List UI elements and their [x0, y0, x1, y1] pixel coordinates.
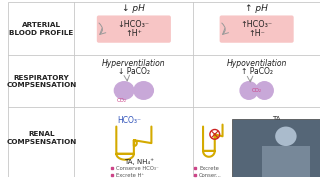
FancyBboxPatch shape — [97, 15, 171, 43]
Ellipse shape — [114, 82, 134, 99]
Text: ↑ pH: ↑ pH — [245, 4, 268, 13]
Text: CO₂: CO₂ — [252, 88, 262, 93]
FancyBboxPatch shape — [220, 15, 294, 43]
Text: ARTERIAL
BLOOD PROFILE: ARTERIAL BLOOD PROFILE — [9, 22, 73, 36]
Text: Excrete: Excrete — [199, 166, 219, 171]
Text: HCO₃⁻: HCO₃⁻ — [117, 116, 141, 125]
Text: ↑HCO₃⁻: ↑HCO₃⁻ — [241, 20, 273, 29]
Text: TA: TA — [272, 116, 280, 122]
Text: RESPIRATORY
COMPSENSATION: RESPIRATORY COMPSENSATION — [6, 75, 76, 89]
Ellipse shape — [240, 82, 258, 99]
Text: TA, NH₄⁺: TA, NH₄⁺ — [124, 158, 154, 165]
Text: Conser...: Conser... — [199, 173, 222, 178]
Text: Hyperventilation: Hyperventilation — [102, 59, 166, 68]
Ellipse shape — [134, 82, 153, 99]
Bar — [232, 119, 320, 177]
Ellipse shape — [275, 127, 297, 146]
Text: ↑H⁺: ↑H⁺ — [125, 30, 142, 39]
Text: ↑ PaCO₂: ↑ PaCO₂ — [241, 68, 273, 76]
Ellipse shape — [256, 82, 273, 99]
Text: ↓HCO₃⁻: ↓HCO₃⁻ — [118, 20, 150, 29]
Text: CO₂: CO₂ — [117, 98, 127, 103]
Text: NH₄⁻: NH₄⁻ — [268, 123, 285, 130]
Bar — [261, 146, 310, 177]
Text: Excrete H⁺: Excrete H⁺ — [116, 173, 144, 178]
Text: ↓ PaCO₂: ↓ PaCO₂ — [118, 68, 150, 76]
Text: Conserve HCO₃⁻: Conserve HCO₃⁻ — [116, 166, 159, 171]
Text: ↑H⁻: ↑H⁻ — [248, 30, 265, 39]
Text: ↓ pH: ↓ pH — [123, 4, 145, 13]
Text: RENAL
COMPSENSATION: RENAL COMPSENSATION — [6, 132, 76, 145]
Text: Hypoventilation: Hypoventilation — [227, 59, 287, 68]
